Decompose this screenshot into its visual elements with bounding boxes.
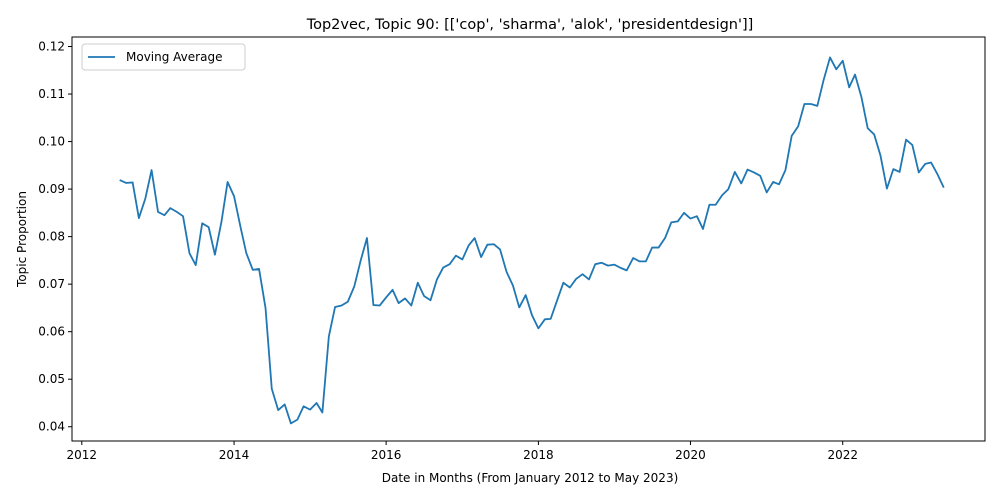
legend-box (81, 43, 246, 71)
y-axis-label: Topic Proportion (15, 191, 29, 288)
y-tick-label: 0.08 (38, 230, 65, 244)
y-tick-label: 0.07 (38, 277, 65, 291)
legend: Moving Average (81, 43, 246, 71)
plot-frame (71, 36, 986, 442)
y-tick-label: 0.10 (38, 135, 65, 149)
legend-label: Moving Average (126, 50, 222, 64)
x-tick-label: 2018 (523, 448, 554, 462)
series-line-moving-average (119, 56, 945, 425)
chart-title: Top2vec, Topic 90: [['cop', 'sharma', 'a… (306, 17, 754, 33)
y-tick-label: 0.11 (38, 87, 65, 101)
x-axis-label: Date in Months (From January 2012 to May… (382, 471, 679, 485)
y-axis: 0.04 0.05 0.06 0.07 0.08 0.09 0.10 0.11 0.12 (38, 40, 72, 434)
x-tick-label: 2020 (675, 448, 706, 462)
x-tick-label: 2022 (827, 448, 858, 462)
y-tick-label: 0.05 (38, 372, 65, 386)
x-tick-label: 2014 (219, 448, 250, 462)
y-tick-label: 0.12 (38, 40, 65, 54)
series-layer (119, 56, 945, 425)
y-tick-label: 0.09 (38, 182, 65, 196)
x-axis: 2012 2014 2016 2018 2020 2022 (67, 441, 858, 462)
y-tick-label: 0.04 (38, 420, 65, 434)
x-tick-label: 2016 (371, 448, 402, 462)
y-tick-label: 0.06 (38, 325, 65, 339)
x-tick-label: 2012 (67, 448, 98, 462)
plot-area (71, 36, 986, 442)
